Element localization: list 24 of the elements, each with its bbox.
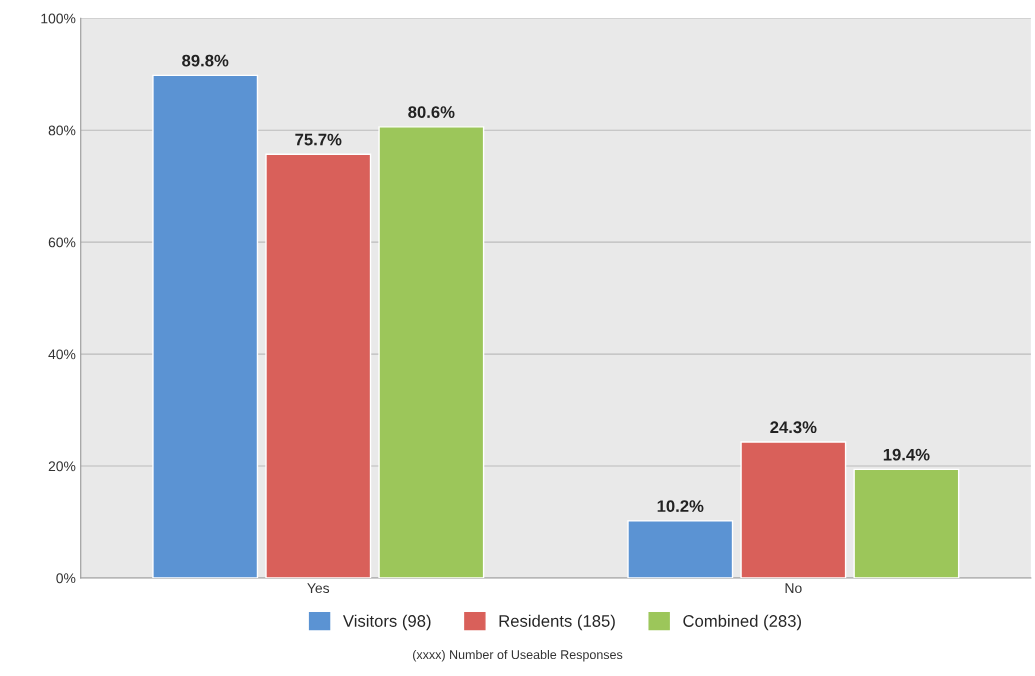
x-tick-label: No [785,583,802,594]
data-label: 80.6% [408,106,455,118]
y-tick-label: 60% [48,237,76,248]
y-tick-label: 0% [56,573,76,584]
data-label: 19.4% [883,448,930,461]
data-label: 89.8% [182,54,229,67]
legend-label: Residents (185) [499,614,615,631]
y-tick-label: 20% [48,461,76,472]
legend-label: Combined (283) [683,614,801,631]
bar [740,441,847,578]
data-label: 24.3% [770,421,817,434]
bar [152,74,259,578]
data-label: 75.7% [295,133,342,146]
y-tick-label: 40% [48,349,76,360]
bar [627,520,734,578]
x-tick-label: Yes [307,583,330,594]
bar [265,153,372,578]
bar [853,468,960,578]
bar [378,126,485,578]
y-tick-label: 80% [48,125,76,136]
text: (xxxx) Number of Useable Responses [413,649,623,662]
y-tick-label: 100% [41,13,76,24]
legend-label: Visitors (98) [342,614,431,631]
data-label: 10.2% [657,500,704,513]
